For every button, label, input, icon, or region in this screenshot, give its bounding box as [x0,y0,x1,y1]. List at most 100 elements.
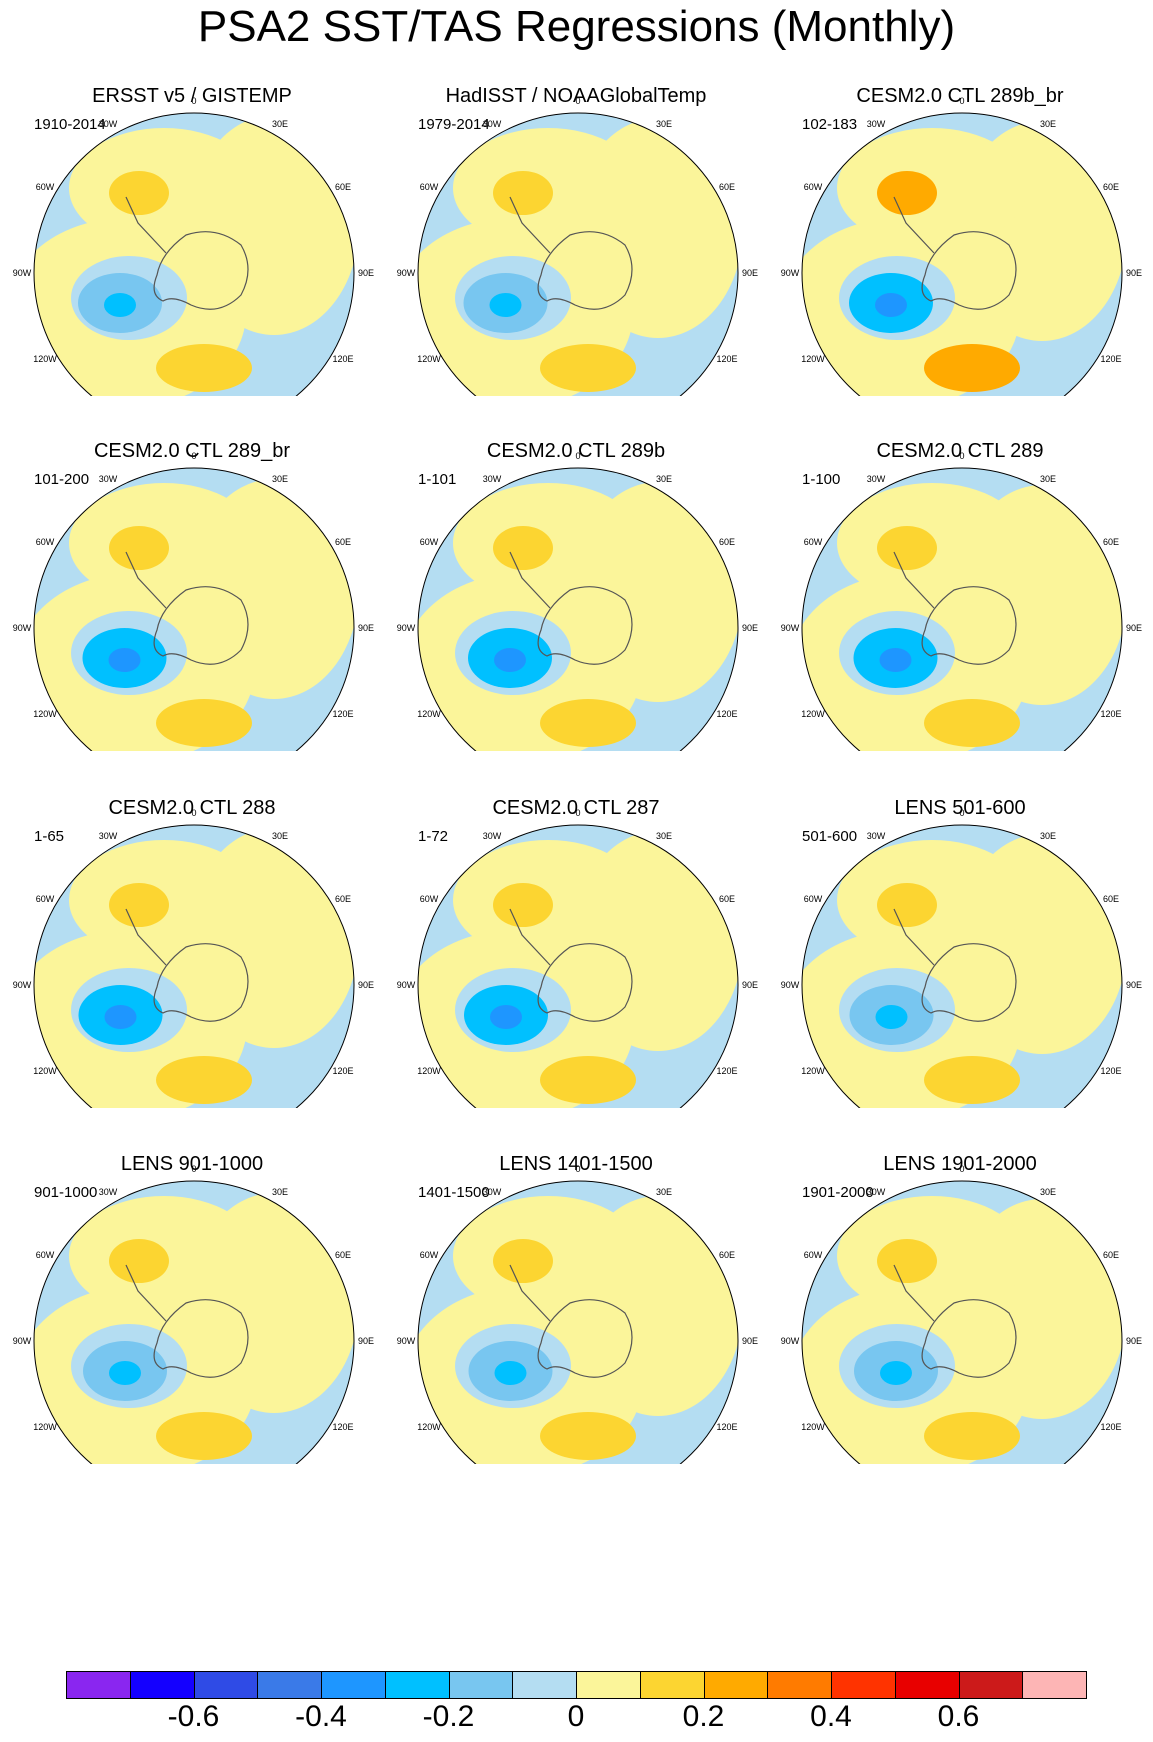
map-panel: CESM2.0 CTL 289b1-101030E60E90E120E150E1… [384,355,768,751]
map-border [417,112,739,396]
antarctica-coastline [537,943,633,1022]
longitude-label: 90E [358,1336,374,1346]
longitude-label: 120E [1100,709,1121,719]
longitude-label: 60E [1103,537,1119,547]
longitude-label: 30E [656,1187,672,1197]
positive-anomaly-core [156,699,252,747]
positive-anomaly-core [877,171,937,215]
map-panel: LENS 501-600501-600030E60E90E120E150E180… [768,712,1152,1108]
longitude-label: 60W [804,537,823,547]
panel-period: 501-600 [802,828,858,845]
colorbar-swatch [193,1671,259,1699]
longitude-label: 30W [867,1187,886,1197]
positive-anomaly-core [877,883,937,927]
longitude-label: 120E [716,354,737,364]
colorbar-tick-label: 0 [567,1700,585,1733]
positive-anomaly-core [156,1056,252,1104]
longitude-label: 60E [719,894,735,904]
longitude-label: 60E [1103,1250,1119,1260]
antarctica-coastline [537,586,633,665]
panel-title: CESM2.0 CTL 289 [876,440,1044,462]
longitude-label: 60W [804,182,823,192]
longitude-label: 120W [417,1422,441,1432]
longitude-label: 90W [13,980,32,990]
map-panel: LENS 1901-20001901-2000030E60E90E120E150… [768,1068,1152,1464]
negative-anomaly-peak [875,293,907,317]
longitude-label: 30W [483,831,502,841]
positive-anomaly-core [109,526,169,570]
negative-anomaly-peak [880,1361,912,1385]
longitude-label: 60W [36,894,55,904]
longitude-label: 60W [420,182,439,192]
colorbar-tick-label: -0.4 [295,1700,347,1733]
colorbar-swatch [894,1671,960,1699]
longitude-label: 90W [397,1336,416,1346]
longitude-label: 60E [335,894,351,904]
positive-anomaly-core [493,526,553,570]
polar-map: 030E60E90E120E150E180150W120W90W60W30W [781,1164,1142,1464]
antarctica-region [564,939,632,1007]
peninsula-coastline [125,908,167,966]
longitude-label: 30W [867,831,886,841]
positive-anomaly-core [493,1239,553,1283]
longitude-label: 30E [656,831,672,841]
colorbar-swatch [639,1671,705,1699]
longitude-label: 60E [719,182,735,192]
antarctica-region [180,1295,248,1363]
negative-anomaly-peak [489,293,522,317]
longitude-label: 90E [358,980,374,990]
map-border [33,467,355,751]
map-panel: ERSST v5 / GISTEMP 1910-2014 0 30E 60E 90E 120… [0,0,384,396]
colorbar-tick-label: 0.6 [937,1700,980,1733]
longitude-label: 120E [1100,354,1121,364]
longitude-label: 30E [1040,1187,1056,1197]
panel-period: 1-72 [418,828,449,845]
longitude-label: 90E [742,268,758,278]
polar-map: 030E60E90E120E150E180150W120W90W60W30W [781,808,1142,1108]
polar-map: 030E60E90E120E150E180150W120W90W60W30W [397,96,758,396]
antarctica-region [948,1295,1016,1363]
peninsula-coastline [893,908,935,966]
colorbar-tick-label: 0.2 [682,1700,725,1733]
antarctica-coastline [153,586,249,665]
antarctica-region [180,939,248,1007]
peninsula-coastline [125,1264,167,1322]
negative-anomaly-peak [494,648,526,672]
longitude-label: 90W [13,268,32,278]
map-border [801,824,1123,1108]
positive-anomaly-core [540,1056,636,1104]
longitude-label: 30W [99,119,118,129]
longitude-label: 90E [742,980,758,990]
longitude-label: 30W [867,119,886,129]
positive-anomaly-core [156,1412,252,1460]
longitude-label: 30W [99,474,118,484]
panel-period: 1401-1500 [418,1184,490,1201]
positive-anomaly-core [924,1056,1020,1104]
map-border [33,824,355,1108]
panel-title: LENS 1901-2000 [883,1153,1037,1175]
polar-map: 030E60E90E120E150E180150W120W90W60W30W [781,96,1142,396]
colorbar-swatch [512,1671,577,1699]
positive-anomaly-core [924,1412,1020,1460]
longitude-label: 120E [332,1066,353,1076]
panel-title: LENS 901-1000 [120,1153,264,1175]
map-panel: CESM2.0 CTL 2871-72030E60E90E120E150E180… [384,712,768,1108]
longitude-label: 120W [33,1422,57,1432]
peninsula-coastline [509,908,551,966]
longitude-label: 120W [417,354,441,364]
longitude-label: 60W [36,1250,55,1260]
panel-period: 901-1000 [34,1184,98,1201]
longitude-label: 30E [272,119,288,129]
colorbar-swatch [448,1671,514,1699]
negative-anomaly-peak [108,648,141,672]
longitude-label: 0 [959,451,964,461]
antarctica-region [564,582,632,650]
longitude-label: 0 [575,451,580,461]
longitude-label: 120W [801,1066,825,1076]
polar-map: 030E60E90E120E150E180150W120W90W60W30W [13,1164,374,1464]
longitude-label: 120E [716,1066,737,1076]
longitude-label: 0 [191,451,196,461]
longitude-label: 90W [13,1336,32,1346]
antarctica-region [564,1295,632,1363]
polar-map: 030E60E90E120E150E180150W120W90W60W30W [781,451,1142,751]
